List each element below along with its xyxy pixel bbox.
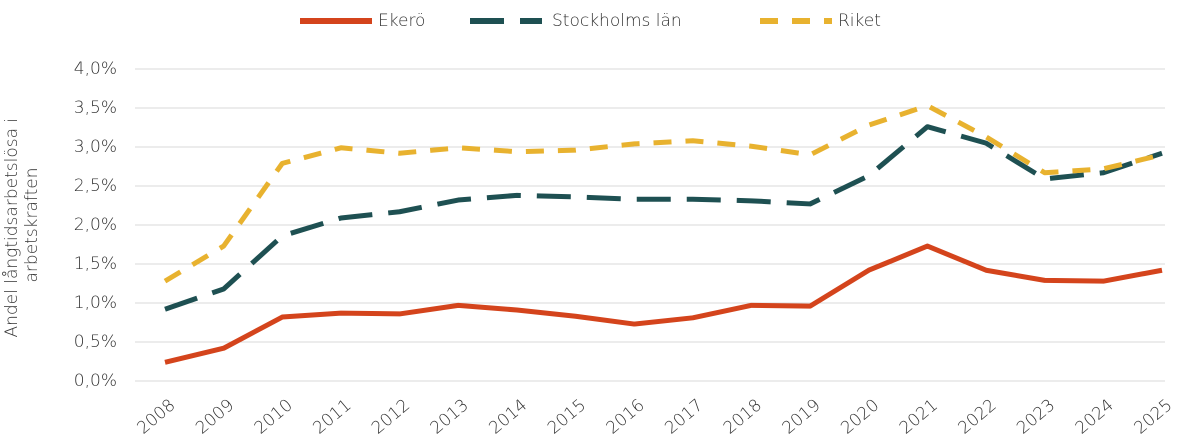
x-tick-label: 2025 <box>1130 395 1176 438</box>
y-tick-label: 0,0% <box>74 371 117 391</box>
y-tick-label: 2,5% <box>74 176 117 196</box>
x-tick-label: 2020 <box>837 395 883 438</box>
x-tick-label: 2010 <box>251 395 297 438</box>
y-axis-label: Andel långtidsarbetslösa i arbetskraften <box>1 112 42 337</box>
data-line <box>163 103 1163 284</box>
x-tick-label: 2016 <box>603 395 649 438</box>
x-tick-label: 2017 <box>661 395 707 438</box>
x-tick-label: 2022 <box>954 395 1000 438</box>
x-tick-label: 2023 <box>1013 395 1059 438</box>
x-tick-label: 2014 <box>485 395 531 438</box>
data-line <box>164 243 1163 365</box>
y-tick-label: 4,0% <box>74 59 117 79</box>
x-tick-label: 2024 <box>1072 395 1118 438</box>
y-tick-label: 3,5% <box>74 98 117 118</box>
y-tick-label: 2,0% <box>74 215 117 235</box>
y-tick-label: 1,5% <box>74 254 117 274</box>
legend-label: Ekerö <box>378 11 425 31</box>
x-tick-label: 2009 <box>192 395 238 438</box>
x-tick-label: 2021 <box>896 395 942 438</box>
data-line <box>164 124 1163 312</box>
y-tick-label: 1,0% <box>74 293 117 313</box>
x-tick-label: 2008 <box>133 395 179 438</box>
y-axis-label-line: Andel långtidsarbetslösa i <box>1 118 22 338</box>
x-tick-label: 2015 <box>544 395 590 438</box>
x-tick-label: 2013 <box>427 395 473 438</box>
y-tick-label: 3,0% <box>74 137 117 157</box>
x-tick-label: 2019 <box>779 395 825 438</box>
x-tick-label: 2011 <box>309 395 355 438</box>
x-tick-label: 2012 <box>368 395 414 438</box>
y-tick-label: 0,5% <box>74 332 117 352</box>
legend-label: Stockholms län <box>552 11 682 31</box>
legend-label: Riket <box>838 11 881 31</box>
y-axis-label-line: arbetskraften <box>22 167 42 282</box>
x-tick-label: 2018 <box>720 395 766 438</box>
